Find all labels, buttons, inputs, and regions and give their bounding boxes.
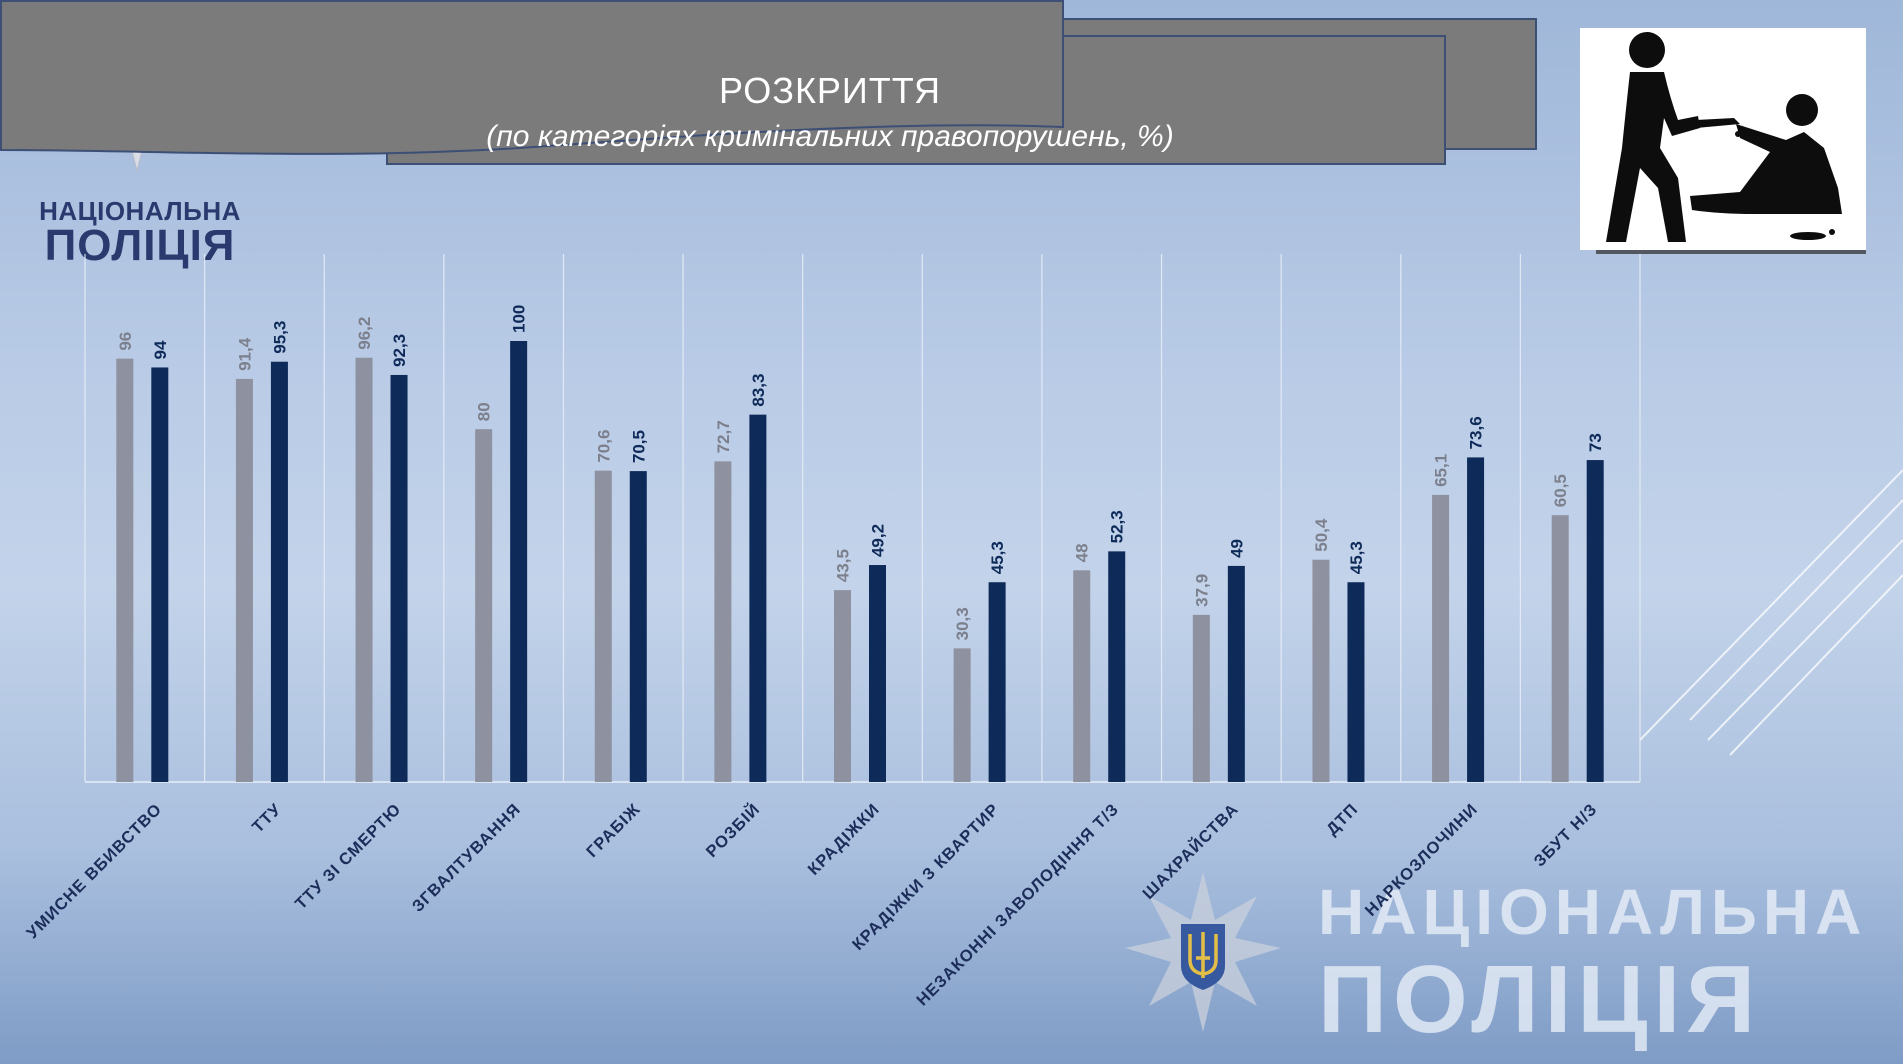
- category-label: НАРКОЗЛОЧИНИ: [1362, 800, 1482, 920]
- data-label: 91,4: [235, 337, 254, 371]
- bar: [116, 358, 134, 782]
- bar: [749, 414, 767, 782]
- category-label: УМИСНЕ ВБИВСТВО: [23, 800, 165, 942]
- category-label: ТТУ ЗІ СМЕРТЮ: [292, 800, 405, 913]
- watermark-line-2: ПОЛІЦІЯ: [1318, 946, 1762, 1053]
- data-label: 96,2: [355, 317, 374, 350]
- data-label: 95,3: [270, 321, 289, 354]
- bar: [1073, 570, 1091, 782]
- bar: [1108, 551, 1126, 782]
- bar: [1586, 460, 1604, 782]
- data-label: 73: [1586, 433, 1605, 452]
- category-label: РОЗБІЙ: [702, 799, 764, 861]
- data-label: 60,5: [1551, 474, 1570, 507]
- data-label: 49,2: [869, 524, 888, 557]
- brand-logo-text: НАЦІОНАЛЬНА ПОЛІЦІЯ: [30, 198, 250, 268]
- category-label: ГРАБІЖ: [583, 800, 644, 861]
- category-label: ЗГВАЛТУВАННЯ: [409, 800, 525, 916]
- category-label: ЗБУТ Н/З: [1531, 800, 1601, 870]
- brand-line-2: ПОЛІЦІЯ: [44, 221, 236, 270]
- bar: [988, 582, 1006, 782]
- data-label: 70,6: [594, 430, 613, 463]
- data-label: 100: [510, 305, 529, 333]
- watermark-line-1: НАЦІОНАЛЬНА: [1318, 876, 1868, 948]
- data-label: 37,9: [1192, 574, 1211, 607]
- data-label: 52,3: [1108, 510, 1127, 543]
- data-label: 80: [475, 402, 494, 421]
- data-label: 43,5: [834, 549, 853, 582]
- data-label: 72,7: [714, 420, 733, 453]
- bar: [869, 565, 886, 782]
- bar: [834, 590, 851, 782]
- bar: [1347, 582, 1365, 782]
- watermark-text: НАЦІОНАЛЬНА ПОЛІЦІЯ: [1318, 880, 1867, 1048]
- category-label: ШАХРАЙСТВА: [1139, 799, 1243, 903]
- brand-line-1: НАЦІОНАЛЬНА: [39, 196, 241, 226]
- bar: [1467, 457, 1485, 782]
- data-label: 73,6: [1467, 416, 1486, 449]
- bar: [1432, 494, 1450, 782]
- bar: [1312, 559, 1330, 782]
- bar: [235, 378, 253, 782]
- bar: [594, 470, 612, 782]
- data-label: 48: [1073, 543, 1092, 562]
- bar: [1192, 614, 1210, 782]
- data-label: 65,1: [1432, 454, 1451, 487]
- knife-attack-pictogram: [1580, 28, 1866, 254]
- category-label: ТТУ: [249, 800, 285, 836]
- bar: [390, 374, 408, 782]
- bar: [270, 361, 288, 782]
- watermark-star-emblem: [1125, 872, 1281, 1032]
- data-label: 70,5: [629, 430, 648, 463]
- bar: [355, 357, 373, 782]
- data-label: 50,4: [1312, 518, 1331, 552]
- bar: [1227, 565, 1245, 782]
- data-label: 94: [151, 340, 170, 359]
- bar: [1551, 515, 1569, 782]
- bar: [151, 367, 169, 782]
- data-label: 45,3: [1347, 541, 1366, 574]
- data-label: 45,3: [988, 541, 1007, 574]
- bar: [953, 648, 971, 782]
- bar: [475, 429, 493, 782]
- data-label: 49: [1227, 539, 1246, 558]
- category-label: КРАДІЖКИ: [805, 800, 884, 879]
- data-label: 92,3: [390, 334, 409, 367]
- bar: [510, 341, 528, 782]
- bar: [629, 471, 647, 782]
- bar: [714, 461, 732, 782]
- data-label: 30,3: [953, 607, 972, 640]
- data-label: 96: [116, 332, 135, 351]
- chart-title: РОЗКРИТТЯ: [718, 70, 941, 111]
- data-label: 83,3: [749, 374, 768, 407]
- title-banner: [0, 0, 1064, 155]
- chart-subtitle: (по категоріях кримінальних правопорушен…: [486, 120, 1174, 153]
- category-label: ДТП: [1323, 800, 1362, 839]
- category-label: НЕЗАКОННІ ЗАВОЛОДІННЯ Т/З: [913, 800, 1122, 1009]
